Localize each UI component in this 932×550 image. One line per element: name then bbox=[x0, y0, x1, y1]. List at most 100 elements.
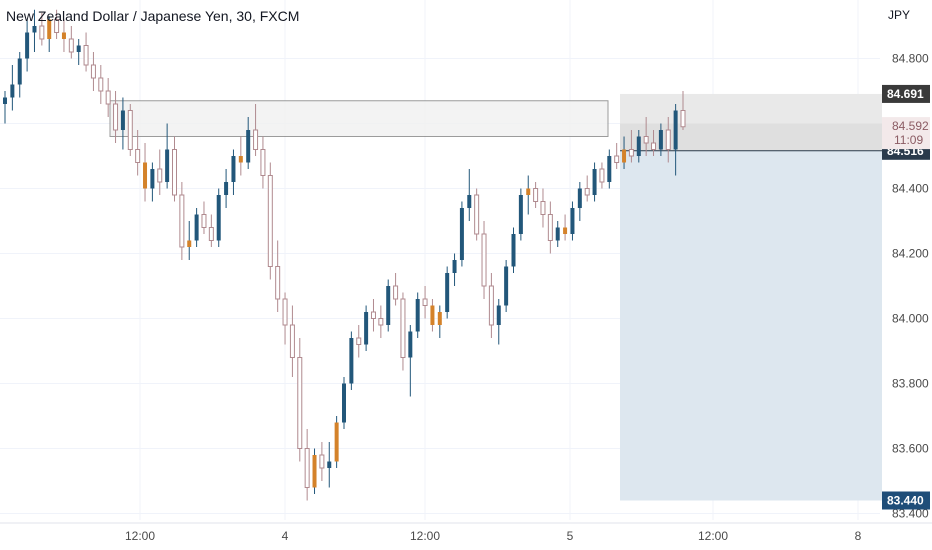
candle-body bbox=[172, 149, 177, 196]
stop-price-label-bg bbox=[882, 84, 930, 103]
candle-body bbox=[607, 156, 612, 182]
candle-body bbox=[246, 130, 251, 163]
candle-body bbox=[32, 26, 37, 33]
candle-body bbox=[194, 214, 199, 241]
candle-body bbox=[83, 45, 89, 66]
candle-body bbox=[327, 461, 332, 468]
y-tick-label: 83.800 bbox=[892, 377, 929, 391]
candle-body bbox=[68, 38, 74, 53]
candle-body bbox=[408, 331, 413, 358]
candle-body bbox=[452, 260, 457, 273]
candle-body bbox=[150, 169, 155, 189]
candle-body bbox=[304, 448, 310, 488]
candle-body bbox=[643, 136, 649, 144]
risk-highlight bbox=[620, 123, 882, 151]
candle-body bbox=[651, 142, 657, 150]
candle-body bbox=[187, 240, 192, 247]
candle-body bbox=[120, 110, 125, 130]
candle-body bbox=[98, 77, 104, 92]
currency-label: JPY bbox=[888, 8, 911, 22]
candle-body bbox=[47, 19, 52, 39]
candle-body bbox=[17, 58, 22, 85]
stop-price-label: 84.691 bbox=[887, 87, 924, 101]
candle-body bbox=[3, 97, 7, 104]
chart-title: New Zealand Dollar / Japanese Yen, 30, F… bbox=[6, 8, 300, 24]
candle-body bbox=[238, 156, 243, 163]
y-tick-label: 83.400 bbox=[892, 507, 929, 521]
target-zone bbox=[620, 150, 882, 501]
candle-body bbox=[533, 188, 539, 202]
candle-body bbox=[555, 227, 560, 241]
candle-body bbox=[422, 298, 428, 306]
y-tick-label: 84.000 bbox=[892, 312, 929, 326]
candle-body bbox=[488, 285, 494, 326]
candle-body bbox=[127, 110, 133, 150]
candle-body bbox=[216, 195, 221, 241]
candle-body bbox=[370, 311, 376, 319]
candle-body bbox=[135, 149, 141, 163]
candle-body bbox=[76, 45, 81, 52]
candle-body bbox=[157, 168, 163, 183]
candle-body bbox=[673, 110, 678, 150]
candle-body bbox=[445, 273, 450, 312]
candle-body bbox=[113, 103, 119, 131]
candle-body bbox=[231, 156, 236, 182]
candle-body bbox=[10, 84, 15, 98]
candle-body bbox=[680, 110, 686, 128]
candle-body bbox=[90, 64, 96, 79]
candle-body bbox=[393, 285, 399, 300]
candle-body bbox=[165, 149, 170, 182]
candle-body bbox=[511, 234, 516, 267]
x-tick-label: 12:00 bbox=[698, 529, 728, 543]
candle-body bbox=[312, 455, 317, 488]
candle-body bbox=[143, 162, 148, 189]
y-tick-label: 84.200 bbox=[892, 247, 929, 261]
candle-body bbox=[665, 129, 671, 150]
candle-body bbox=[39, 25, 45, 40]
resistance-zone[interactable] bbox=[109, 100, 609, 137]
candle-body bbox=[378, 318, 384, 326]
target-price-label-bg bbox=[882, 491, 930, 510]
candle-body bbox=[105, 90, 111, 105]
candle-body bbox=[547, 214, 553, 241]
x-tick-label: 8 bbox=[855, 529, 862, 543]
candle-body bbox=[253, 129, 259, 150]
candle-body bbox=[518, 195, 523, 234]
candle-body bbox=[437, 312, 442, 325]
candle-body bbox=[584, 188, 590, 196]
candle-body bbox=[526, 188, 531, 195]
candle-body bbox=[658, 130, 663, 150]
candle-body bbox=[496, 305, 501, 325]
candle-body bbox=[208, 227, 214, 241]
candle-body bbox=[386, 286, 391, 325]
candle-body bbox=[599, 168, 605, 183]
candle-body bbox=[577, 188, 582, 208]
x-tick-label: 5 bbox=[567, 529, 574, 543]
candle-body bbox=[592, 169, 597, 195]
candle-body bbox=[334, 422, 339, 462]
candle-body bbox=[297, 357, 303, 449]
candle-body bbox=[467, 195, 472, 208]
candle-body bbox=[459, 208, 464, 260]
candle-body bbox=[504, 266, 509, 306]
candle-body bbox=[224, 182, 229, 195]
candle-body bbox=[364, 312, 369, 345]
candle-body bbox=[319, 454, 325, 469]
candle-body bbox=[356, 337, 362, 345]
target-price-label: 83.440 bbox=[887, 494, 924, 508]
candle-body bbox=[282, 298, 288, 326]
countdown-label: 11:09 bbox=[894, 133, 923, 147]
candle-body bbox=[61, 32, 66, 39]
candle-body bbox=[275, 266, 281, 300]
current-price-bg bbox=[882, 117, 930, 150]
candle-body bbox=[540, 201, 546, 215]
candle-body bbox=[430, 305, 435, 325]
current-price-label: 84.592 bbox=[892, 119, 929, 133]
x-tick-label: 12:00 bbox=[410, 529, 440, 543]
price-axis bbox=[882, 0, 932, 550]
candle-body bbox=[614, 155, 620, 163]
candle-body bbox=[570, 208, 575, 234]
y-tick-label: 84.400 bbox=[892, 182, 929, 196]
candle-body bbox=[400, 298, 406, 358]
